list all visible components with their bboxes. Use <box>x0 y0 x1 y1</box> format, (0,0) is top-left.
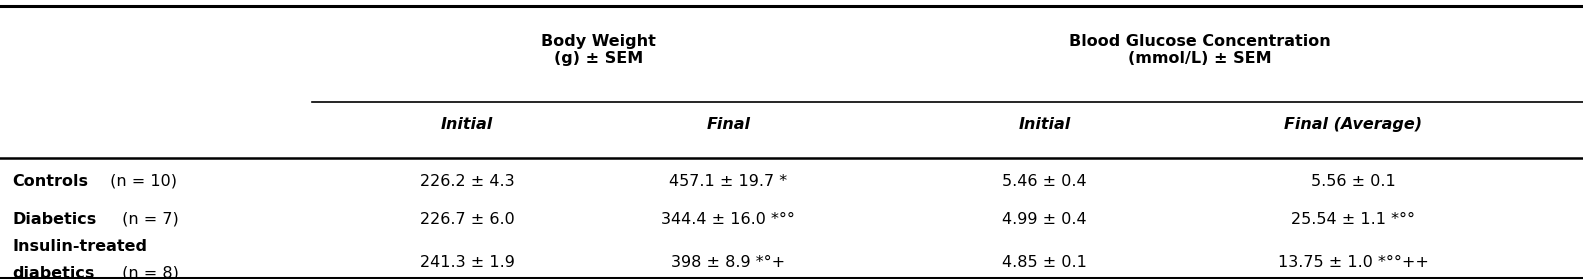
Text: diabetics: diabetics <box>13 266 95 279</box>
Text: Controls: Controls <box>13 174 89 189</box>
Text: Diabetics: Diabetics <box>13 211 97 227</box>
Text: 241.3 ± 1.9: 241.3 ± 1.9 <box>419 255 514 270</box>
Text: 226.7 ± 6.0: 226.7 ± 6.0 <box>419 211 514 227</box>
Text: Initial: Initial <box>440 117 494 132</box>
Text: (n = 7): (n = 7) <box>117 211 179 227</box>
Text: 344.4 ± 16.0 *°°: 344.4 ± 16.0 *°° <box>662 211 795 227</box>
Text: 5.56 ± 0.1: 5.56 ± 0.1 <box>1311 174 1396 189</box>
Text: Final (Average): Final (Average) <box>1284 117 1423 132</box>
Text: (n = 10): (n = 10) <box>104 174 177 189</box>
Text: Blood Glucose Concentration
(mmol/L) ± SEM: Blood Glucose Concentration (mmol/L) ± S… <box>1069 34 1331 66</box>
Text: 25.54 ± 1.1 *°°: 25.54 ± 1.1 *°° <box>1292 211 1415 227</box>
Text: Final: Final <box>706 117 750 132</box>
Text: 226.2 ± 4.3: 226.2 ± 4.3 <box>419 174 514 189</box>
Text: Insulin-treated: Insulin-treated <box>13 239 147 254</box>
Text: (n = 8): (n = 8) <box>117 266 179 279</box>
Text: 398 ± 8.9 *°+: 398 ± 8.9 *°+ <box>671 255 785 270</box>
Text: 13.75 ± 1.0 *°°++: 13.75 ± 1.0 *°°++ <box>1277 255 1429 270</box>
Text: 4.99 ± 0.4: 4.99 ± 0.4 <box>1002 211 1088 227</box>
Text: 457.1 ± 19.7 *: 457.1 ± 19.7 * <box>670 174 787 189</box>
Text: Body Weight
(g) ± SEM: Body Weight (g) ± SEM <box>541 34 655 66</box>
Text: 5.46 ± 0.4: 5.46 ± 0.4 <box>1002 174 1088 189</box>
Text: Initial: Initial <box>1018 117 1072 132</box>
Text: 4.85 ± 0.1: 4.85 ± 0.1 <box>1002 255 1088 270</box>
